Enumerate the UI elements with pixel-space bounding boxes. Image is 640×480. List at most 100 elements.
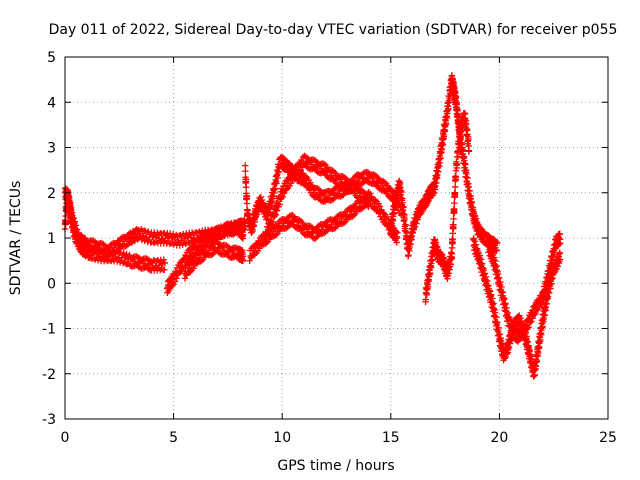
data-point [434,171,441,179]
data-point [528,318,535,325]
y-tick-label: 4 [47,95,56,111]
data-point [461,157,468,164]
data-point [294,170,302,177]
data-point [280,190,288,197]
data-point [392,228,400,235]
data-point [541,311,548,319]
data-point [315,186,322,193]
data-point [537,301,545,308]
data-point [279,193,286,200]
data-point [407,240,414,248]
data-point [496,274,503,281]
data-point [329,167,336,174]
x-tick-label: 15 [382,430,400,446]
data-point [402,221,409,229]
data-point [287,180,295,187]
data-point [442,119,450,127]
data-point [171,278,179,285]
x-tick-label: 0 [61,430,70,446]
data-point [364,195,372,203]
data-point [296,216,303,224]
data-point [224,243,232,250]
data-point [445,270,452,277]
series-track-k [485,230,564,345]
data-point [408,232,415,240]
data-point [365,203,372,210]
data-point [557,240,564,247]
axis-ticks: 0 5 10 15 20 25 -3 -2 -1 0 1 2 3 4 5 [42,50,617,446]
data-point [242,167,249,175]
data-point [486,288,494,295]
x-tick-label: 10 [273,430,291,446]
data-point [463,170,470,178]
data-point [481,270,489,277]
data-point [549,257,556,264]
data-point [510,321,517,328]
data-point [551,249,558,256]
data-point [270,189,278,197]
series-track-h [387,72,501,260]
data-point [462,161,469,168]
data-point [113,258,121,265]
data-point [134,260,141,267]
data-point [243,200,251,207]
y-axis-label: SDTVAR / TECUs [8,181,24,296]
data-point [70,215,77,222]
data-point [437,155,444,162]
data-point [398,188,405,196]
data-point [358,205,366,212]
data-point [276,201,284,208]
data-point [182,240,189,247]
data-point [304,164,312,172]
data-point [439,254,446,261]
data-point [487,291,495,298]
data-point [320,160,328,168]
data-point [265,208,273,216]
data-point [501,355,508,362]
data-point [302,153,310,160]
data-point [428,260,435,267]
data-point [388,222,396,230]
data-point [113,248,121,255]
data-point [264,229,272,237]
data-point [214,239,222,246]
data-point [451,189,459,196]
data-point [322,188,329,196]
data-point [495,324,502,332]
data-point [120,249,127,257]
data-point [546,289,553,297]
data-point [160,256,167,263]
data-point [501,296,508,303]
data-point [537,336,544,344]
data-point [405,251,412,259]
data-point [159,230,167,238]
data-point [316,222,323,229]
data-point [454,147,462,155]
y-tick-label: -2 [42,367,56,383]
data-point [397,184,404,191]
data-point [141,237,148,245]
data-point [426,269,434,277]
data-point [450,221,457,228]
data-point [250,221,257,229]
data-point [539,323,546,330]
data-point [92,248,99,255]
data-point [450,215,457,223]
data-point [476,252,484,259]
data-point [531,372,538,379]
data-point [502,300,509,307]
data-point [430,189,438,197]
data-point [538,292,545,300]
data-point [456,133,464,140]
data-point [451,205,458,213]
data-point [269,218,277,225]
data-point [544,279,551,286]
chart-title: Day 011 of 2022, Sidereal Day-to-day VTE… [49,22,618,38]
data-point [365,194,373,201]
data-point [144,256,152,263]
data-point [494,319,501,326]
data-point [466,187,473,194]
data-point [71,218,78,225]
data-point [302,173,310,180]
data-point [256,245,263,252]
